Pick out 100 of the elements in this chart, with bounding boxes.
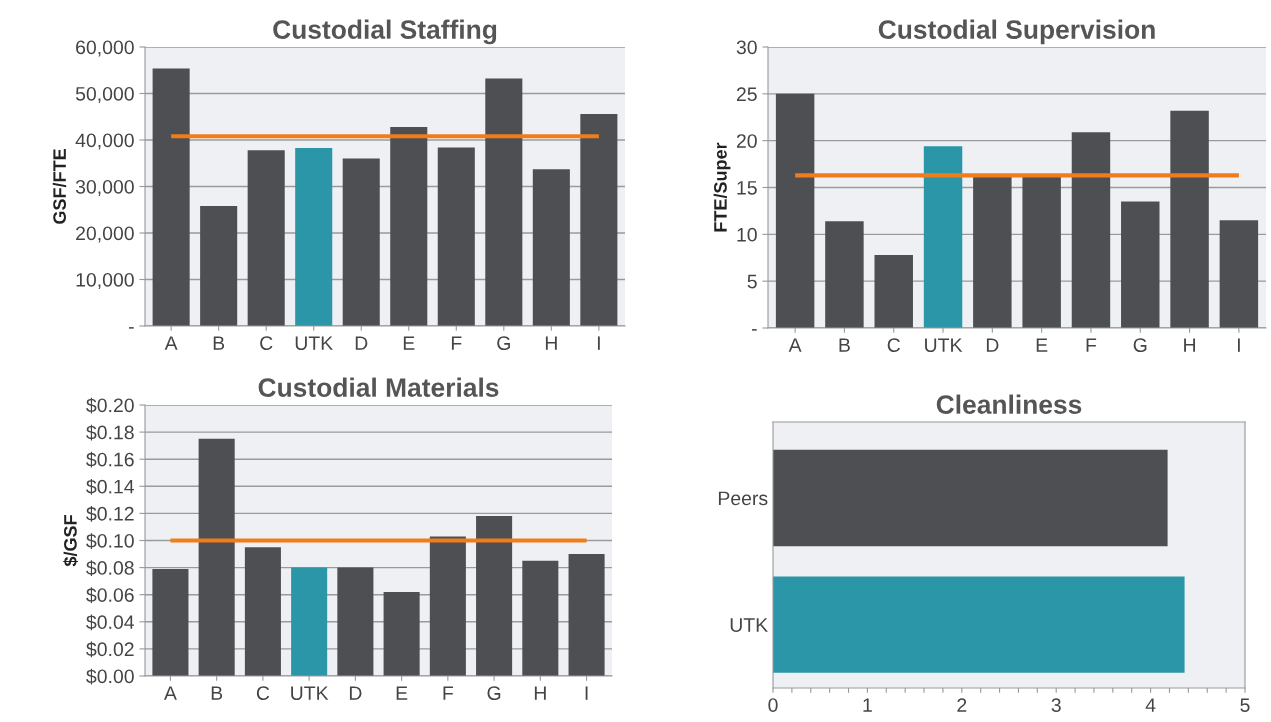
x-tick-label: I [597, 336, 600, 350]
x-tick-label: I [1237, 338, 1240, 352]
x-tick-label: G [497, 336, 510, 350]
x-tick-label: F [1086, 338, 1097, 352]
bar [825, 221, 864, 328]
x-tick-label: 2 [957, 698, 967, 712]
bar [476, 516, 513, 676]
x-tick-label: H [534, 686, 546, 700]
y-tick-label: $0.00 [86, 668, 134, 685]
y-tick-label: $0.02 [86, 641, 134, 658]
x-tick-label: A [164, 336, 178, 350]
bar [247, 150, 285, 326]
y-tick-label: 10 [737, 227, 757, 242]
y-axis-title: FTE/Super [713, 142, 731, 232]
y-tick-label: 15 [737, 181, 757, 195]
x-tick-label: UTK [925, 338, 963, 352]
x-tick-label: G [1133, 338, 1147, 352]
y-tick-label: $0.20 [86, 397, 134, 414]
x-tick-label: C [260, 336, 273, 350]
bar [1022, 176, 1061, 328]
y-tick-label: $0.18 [86, 424, 134, 441]
chart-title: Cleanliness [936, 394, 1082, 414]
bar [1170, 110, 1209, 328]
y-tick-label: $0.16 [86, 451, 134, 468]
bar [532, 169, 570, 326]
y-tick-label: UTK [730, 618, 768, 632]
x-tick-label: 5 [1240, 698, 1250, 712]
y-tick-label: 20,000 [76, 226, 134, 243]
y-axis-title: GSF/FTE [52, 149, 67, 224]
x-tick-label: 3 [1051, 698, 1061, 712]
y-tick-label: 20 [736, 134, 757, 148]
y-tick-label: 10,000 [76, 272, 134, 290]
bar [198, 438, 235, 676]
bar [342, 158, 380, 326]
bar [390, 126, 428, 326]
chart-title: Custodial Materials [258, 377, 499, 397]
x-tick-label: B [213, 336, 225, 350]
x-tick-label: UTK [295, 336, 333, 350]
y-tick-label: Peers [718, 491, 768, 506]
x-tick-label: C [256, 686, 270, 700]
y-tick-label: $0.10 [86, 533, 134, 549]
bar [152, 568, 189, 676]
x-tick-label: D [349, 686, 362, 700]
x-tick-label: H [1184, 338, 1196, 352]
y-tick-label: 30,000 [75, 179, 134, 197]
bar [295, 147, 333, 326]
y-tick-label: $0.08 [86, 560, 134, 576]
bar [973, 176, 1012, 328]
x-tick-label: D [986, 338, 999, 352]
y-tick-label: - [128, 327, 134, 329]
y-tick-label: 5 [747, 274, 757, 289]
bar [775, 93, 815, 328]
bar [1219, 220, 1259, 328]
bar [200, 206, 238, 326]
x-tick-label: E [403, 336, 415, 350]
x-tick-label: F [443, 686, 454, 700]
y-tick-label: 30 [736, 40, 757, 55]
bar [580, 113, 618, 326]
bar [874, 254, 913, 328]
bar [429, 536, 466, 676]
bar [522, 560, 559, 676]
bar [568, 554, 605, 676]
y-tick-label: 25 [736, 87, 757, 102]
x-tick-label: B [211, 686, 223, 700]
bar [244, 547, 281, 676]
x-tick-label: G [487, 686, 501, 700]
bar [485, 78, 523, 326]
y-tick-label: 60,000 [76, 40, 134, 57]
bar [1071, 132, 1111, 328]
y-tick-label: $0.06 [86, 587, 134, 604]
bar [291, 567, 328, 676]
x-tick-label: H [545, 336, 557, 350]
chart-title: Custodial Supervision [878, 19, 1155, 45]
bar [152, 68, 190, 326]
y-tick-label: $0.14 [86, 478, 135, 495]
x-tick-label: C [887, 338, 901, 352]
y-tick-label: $0.12 [86, 506, 134, 522]
x-tick-label: 0 [768, 698, 778, 712]
bar [1121, 201, 1160, 328]
y-tick-label: - [751, 329, 757, 331]
bar [383, 591, 420, 676]
x-tick-label: 4 [1145, 698, 1156, 712]
y-tick-label: 50,000 [75, 86, 134, 104]
x-tick-label: F [451, 336, 462, 350]
x-tick-label: B [839, 338, 850, 352]
y-axis-title: $/GSF [63, 515, 78, 567]
bar [437, 147, 475, 326]
chart-title: Custodial Staffing [273, 19, 497, 45]
x-tick-label: E [1036, 338, 1048, 352]
bar [923, 146, 963, 328]
x-tick-label: E [396, 686, 408, 700]
x-tick-label: A [788, 338, 802, 352]
y-tick-label: $0.04 [86, 614, 135, 631]
x-tick-label: D [355, 336, 368, 350]
x-tick-label: 1 [863, 698, 872, 712]
y-tick-label: 40,000 [75, 133, 134, 150]
x-tick-label: UTK [291, 686, 329, 700]
bar [337, 567, 374, 676]
x-tick-label: A [163, 686, 177, 700]
x-tick-label: I [585, 686, 588, 700]
